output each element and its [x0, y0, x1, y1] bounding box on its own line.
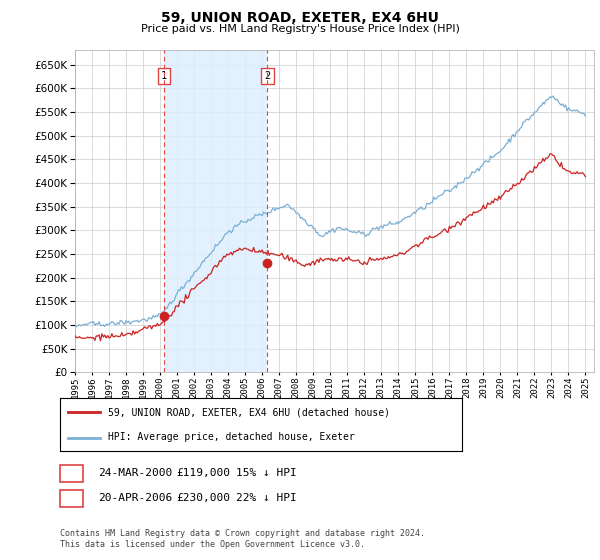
Text: HPI: Average price, detached house, Exeter: HPI: Average price, detached house, Exet… — [108, 432, 355, 442]
Text: Price paid vs. HM Land Registry's House Price Index (HPI): Price paid vs. HM Land Registry's House … — [140, 24, 460, 34]
Text: 22% ↓ HPI: 22% ↓ HPI — [236, 493, 296, 503]
Text: £119,000: £119,000 — [176, 468, 230, 478]
Text: 59, UNION ROAD, EXETER, EX4 6HU: 59, UNION ROAD, EXETER, EX4 6HU — [161, 11, 439, 25]
Text: 2: 2 — [68, 493, 75, 503]
Text: 20-APR-2006: 20-APR-2006 — [98, 493, 172, 503]
Text: 2: 2 — [264, 71, 271, 81]
Bar — [164, 50, 267, 372]
Text: 1: 1 — [68, 468, 75, 478]
Text: 59, UNION ROAD, EXETER, EX4 6HU (detached house): 59, UNION ROAD, EXETER, EX4 6HU (detache… — [108, 408, 390, 418]
Text: 15% ↓ HPI: 15% ↓ HPI — [236, 468, 296, 478]
Text: 24-MAR-2000: 24-MAR-2000 — [98, 468, 172, 478]
Text: 1: 1 — [161, 71, 167, 81]
Text: £230,000: £230,000 — [176, 493, 230, 503]
Text: Contains HM Land Registry data © Crown copyright and database right 2024.
This d: Contains HM Land Registry data © Crown c… — [60, 529, 425, 549]
